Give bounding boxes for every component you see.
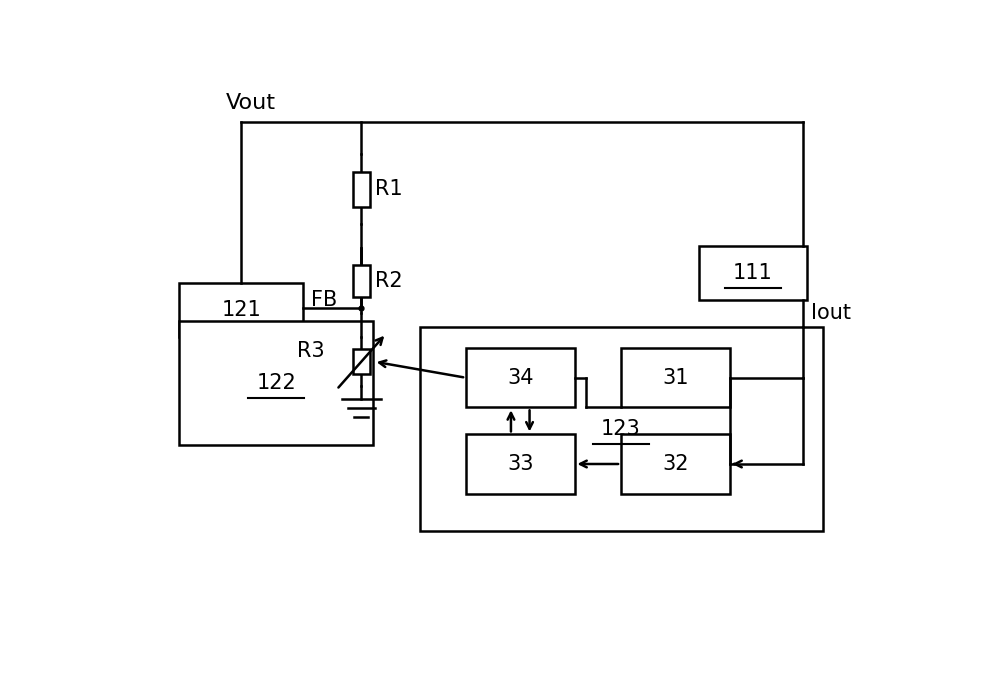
Bar bbox=[621, 348, 730, 407]
Text: R2: R2 bbox=[375, 271, 403, 290]
Text: 33: 33 bbox=[507, 454, 534, 474]
Text: FB: FB bbox=[311, 290, 337, 309]
Bar bbox=[698, 246, 807, 300]
Text: 121: 121 bbox=[221, 300, 261, 321]
Bar bbox=[353, 265, 370, 297]
Text: 111: 111 bbox=[733, 262, 773, 283]
Text: R3: R3 bbox=[297, 341, 325, 360]
Bar bbox=[353, 349, 370, 374]
Bar bbox=[353, 172, 370, 206]
Bar bbox=[466, 434, 574, 494]
Text: 31: 31 bbox=[662, 368, 688, 388]
Text: R1: R1 bbox=[375, 179, 403, 199]
Text: 122: 122 bbox=[256, 373, 296, 393]
Text: 32: 32 bbox=[662, 454, 688, 474]
Text: 34: 34 bbox=[507, 368, 534, 388]
Text: 123: 123 bbox=[601, 419, 641, 439]
Bar bbox=[466, 348, 574, 407]
Bar bbox=[621, 434, 730, 494]
Text: Vout: Vout bbox=[226, 93, 276, 113]
Text: Iout: Iout bbox=[811, 303, 851, 323]
Bar bbox=[179, 321, 373, 445]
Bar bbox=[420, 326, 822, 531]
Bar bbox=[179, 284, 303, 337]
